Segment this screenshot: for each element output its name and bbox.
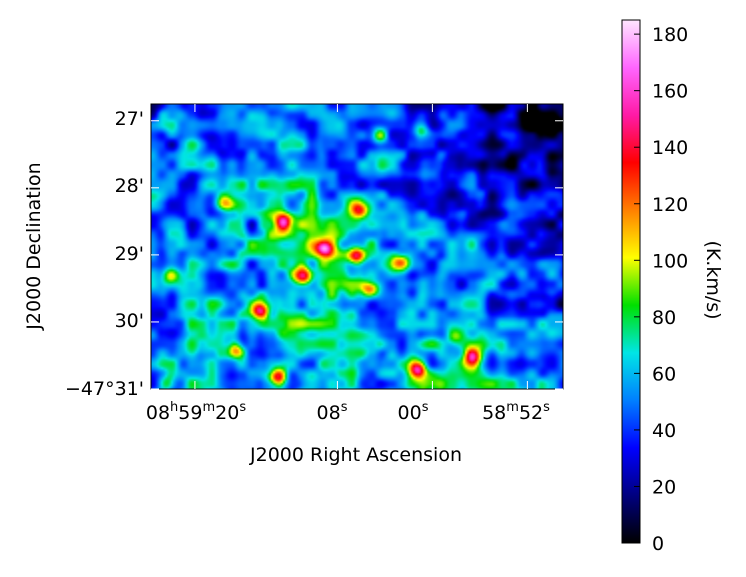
heatmap-raster <box>151 104 563 389</box>
colorbar-frame <box>621 19 641 544</box>
colorbar-ticks: 0 20 40 60 80 100 120 140 160 180 <box>634 24 688 555</box>
y-tick-label-1: 28' <box>115 175 144 197</box>
heatmap-image <box>151 104 563 389</box>
x-axis-title: J2000 Right Ascension <box>249 444 462 466</box>
x-tick-label-3: 58m52s <box>482 400 550 424</box>
y-tick-label-4: −47°31' <box>65 378 144 400</box>
colorbar-tick-label-4: 80 <box>652 307 676 329</box>
colorbar-tick-label-0: 0 <box>652 533 664 555</box>
x-tick-label-1: 08s <box>317 400 348 424</box>
y-axis <box>151 120 563 390</box>
colorbar-tick-label-8: 160 <box>652 81 688 103</box>
y-axis-title: J2000 Declination <box>23 162 45 330</box>
colorbar-tick-label-3: 60 <box>652 363 676 385</box>
y-tick-label-2: 29' <box>115 243 144 265</box>
colorbar-tick-label-1: 20 <box>652 476 676 498</box>
x-tick-label-2: 00s <box>398 400 429 424</box>
colorbar <box>622 20 640 543</box>
colorbar-tick-label-6: 120 <box>652 194 688 216</box>
colorbar-tick-label-7: 140 <box>652 137 688 159</box>
colorbar-tick-label-9: 180 <box>652 24 688 46</box>
x-axis <box>194 104 528 389</box>
colorbar-tick-label-5: 100 <box>652 250 688 272</box>
colorbar-tick-label-2: 40 <box>652 420 676 442</box>
x-tick-label-0: 08h59m20s <box>146 400 246 424</box>
y-tick-label-0: 27' <box>115 108 144 130</box>
colorbar-label: (K.km/s) <box>702 240 724 319</box>
y-tick-label-3: 30' <box>115 310 144 332</box>
plot-frame <box>150 103 564 390</box>
